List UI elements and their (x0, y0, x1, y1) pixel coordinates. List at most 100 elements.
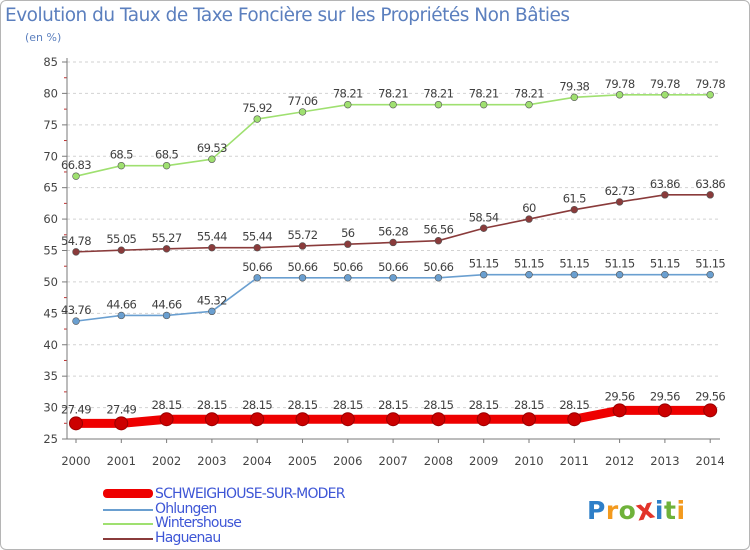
logo-letter: P (587, 496, 606, 525)
data-point (661, 270, 669, 279)
axes: 25 30 35 40 45 50 55 60 65 70 75 80 85 2000 2001 2002 20… (43, 55, 724, 468)
data-labels: 43.76 44.66 44.66 45.32 50.66 50.66 50.66 50.66… (61, 77, 726, 417)
data-label: 78.21 (423, 87, 453, 101)
x-tick-label: 2008 (424, 454, 453, 468)
data-label: 50.66 (242, 260, 272, 274)
x-tick-label: 2004 (243, 454, 272, 468)
data-label: 55.44 (197, 230, 227, 244)
data-point (208, 307, 216, 316)
data-label: 28.15 (152, 398, 182, 412)
data-point (525, 100, 533, 109)
data-label: 50.66 (333, 260, 363, 274)
data-point (340, 412, 355, 427)
x-tick-label: 2006 (333, 454, 362, 468)
data-point (117, 246, 126, 254)
data-point (253, 244, 261, 252)
data-point (661, 91, 669, 99)
data-point (480, 270, 488, 279)
y-tick-label: 75 (43, 118, 58, 132)
data-point (117, 161, 126, 170)
data-label: 61.5 (563, 192, 586, 206)
data-label: 51.15 (514, 257, 544, 271)
data-label: 28.15 (514, 398, 544, 412)
logo-letter: o (618, 496, 637, 525)
series-group (69, 91, 718, 431)
logo-letter: i (676, 496, 686, 525)
chart-title: Evolution du Taux de Taxe Foncière sur l… (5, 5, 570, 26)
data-label: 28.15 (469, 398, 499, 412)
data-point (117, 311, 126, 320)
data-label: 29.56 (605, 389, 635, 403)
data-label: 55.72 (288, 228, 318, 242)
data-label: 29.56 (695, 389, 725, 403)
x-tick-label: 2010 (514, 454, 543, 468)
y-tick-label: 35 (43, 369, 58, 383)
y-tick-label: 80 (43, 86, 58, 100)
data-label: 60 (522, 201, 536, 215)
grid (67, 61, 720, 409)
y-tick-label: 40 (43, 338, 58, 352)
data-point (72, 317, 80, 325)
data-label: 28.15 (423, 398, 453, 412)
data-point (480, 224, 488, 232)
y-tick-label: 45 (43, 306, 58, 320)
data-point (703, 403, 718, 418)
legend-swatch (103, 489, 153, 498)
data-label: 44.66 (106, 297, 136, 311)
data-point (706, 91, 714, 99)
unit-label: (en %) (25, 31, 62, 44)
data-point (661, 191, 669, 199)
data-point (657, 403, 672, 418)
legend-label: Haguenau (155, 529, 221, 546)
y-tick-label: 50 (43, 275, 58, 289)
data-label: 69.53 (197, 141, 227, 155)
data-point (114, 416, 129, 431)
x-tick-label: 2014 (696, 454, 725, 468)
data-point (295, 412, 310, 427)
proxiti-logo: Proxiti (587, 491, 686, 527)
data-label: 56 (341, 226, 355, 240)
data-point (69, 416, 83, 431)
y-tick-label: 25 (43, 432, 58, 446)
data-point (162, 311, 171, 320)
data-label: 51.15 (650, 257, 680, 271)
data-label: 50.66 (378, 260, 408, 274)
data-point (298, 108, 307, 116)
data-label: 27.49 (106, 402, 136, 416)
data-point (389, 238, 397, 247)
data-label: 28.15 (333, 398, 363, 412)
data-label: 43.76 (61, 303, 91, 317)
data-label: 68.5 (155, 148, 178, 162)
data-label: 79.78 (695, 77, 725, 91)
data-point (389, 274, 397, 282)
data-label: 51.15 (469, 257, 499, 271)
data-label: 78.21 (333, 87, 363, 101)
logo-letter: r (605, 496, 619, 525)
data-label: 79.78 (650, 77, 680, 91)
data-label: 29.56 (650, 389, 680, 403)
data-label: 63.86 (650, 177, 680, 191)
data-label: 45.32 (197, 293, 227, 307)
data-point (570, 93, 578, 102)
data-label: 28.15 (378, 398, 408, 412)
data-label: 54.78 (61, 234, 91, 248)
data-point (476, 412, 491, 427)
x-tick-label: 2005 (288, 454, 317, 468)
data-point (298, 274, 307, 282)
data-point (525, 270, 533, 279)
logo-letter: i (654, 496, 664, 525)
data-label: 44.66 (152, 297, 182, 311)
x-tick-label: 2000 (61, 454, 90, 468)
data-label: 28.15 (288, 398, 318, 412)
legend-swatch (103, 537, 153, 540)
x-tick-label: 2007 (378, 454, 407, 468)
data-point (615, 91, 624, 99)
data-label: 62.73 (605, 184, 635, 198)
data-point (344, 274, 352, 282)
data-label: 28.15 (559, 398, 589, 412)
data-point (525, 215, 533, 223)
data-point (706, 191, 714, 199)
logo-letter: t (664, 496, 677, 525)
